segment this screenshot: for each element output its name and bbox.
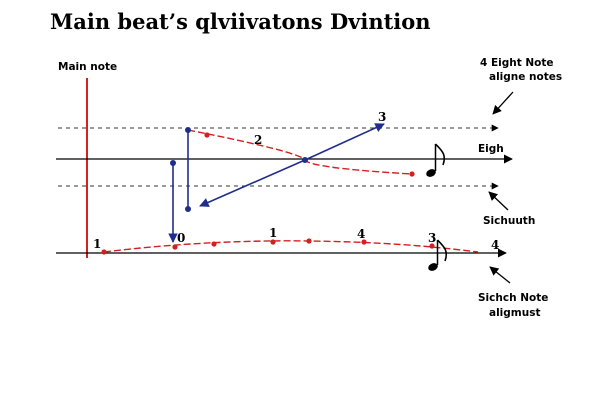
upper-red-curve xyxy=(187,129,413,175)
blue-diagonal-up-arrow xyxy=(304,123,385,161)
main-note-label: Main note xyxy=(58,61,117,73)
blue-stem-bottom xyxy=(185,206,191,212)
upper-number-3: 3 xyxy=(378,110,386,124)
diagram-title: Main beat’s qlviivatons Dvintion xyxy=(50,9,431,34)
lower-curve-point xyxy=(361,239,367,245)
sichch-pointer-arrow xyxy=(489,266,511,284)
lower-curve-point xyxy=(101,249,107,255)
upper-curve-point xyxy=(204,132,210,138)
blue-arrow-origin xyxy=(170,160,176,166)
eighth-note-icon xyxy=(426,143,446,177)
sichch-label-line1: Sichch Note xyxy=(478,292,548,304)
lower-curve-point xyxy=(306,238,312,244)
eigh-label: Eigh xyxy=(478,143,504,155)
lower-red-curve xyxy=(103,240,479,253)
eight-note-label-line1: 4 Eight Note xyxy=(480,57,554,69)
lower-number-1b: 1 xyxy=(269,226,277,240)
upper-number-2: 2 xyxy=(254,133,262,147)
lower-curve-point xyxy=(270,239,276,245)
lower-number-0: 0 xyxy=(177,231,185,245)
sichuuth-label: Sichuuth xyxy=(483,215,535,227)
lower-curve-point xyxy=(211,241,217,247)
blue-diagonal-down-arrow xyxy=(199,159,306,207)
lower-curve-point xyxy=(172,244,178,250)
eight-note-label-line2: aligne notes xyxy=(489,71,562,83)
eighth-note-icon xyxy=(428,239,448,271)
lower-number-4b: 4 xyxy=(491,238,499,252)
upper-curve-point xyxy=(409,171,415,177)
eight-note-pointer-arrow xyxy=(492,91,514,115)
blue-crossing-point xyxy=(302,157,308,163)
lower-number-3: 3 xyxy=(428,231,436,245)
lower-number-1a: 1 xyxy=(93,237,101,251)
lower-curve-point xyxy=(429,243,435,249)
sichuuth-pointer-arrow xyxy=(488,191,509,211)
blue-stem-top xyxy=(185,127,191,133)
sichch-label-line2: aligmust xyxy=(489,307,541,319)
lower-number-4a: 4 xyxy=(357,227,365,241)
